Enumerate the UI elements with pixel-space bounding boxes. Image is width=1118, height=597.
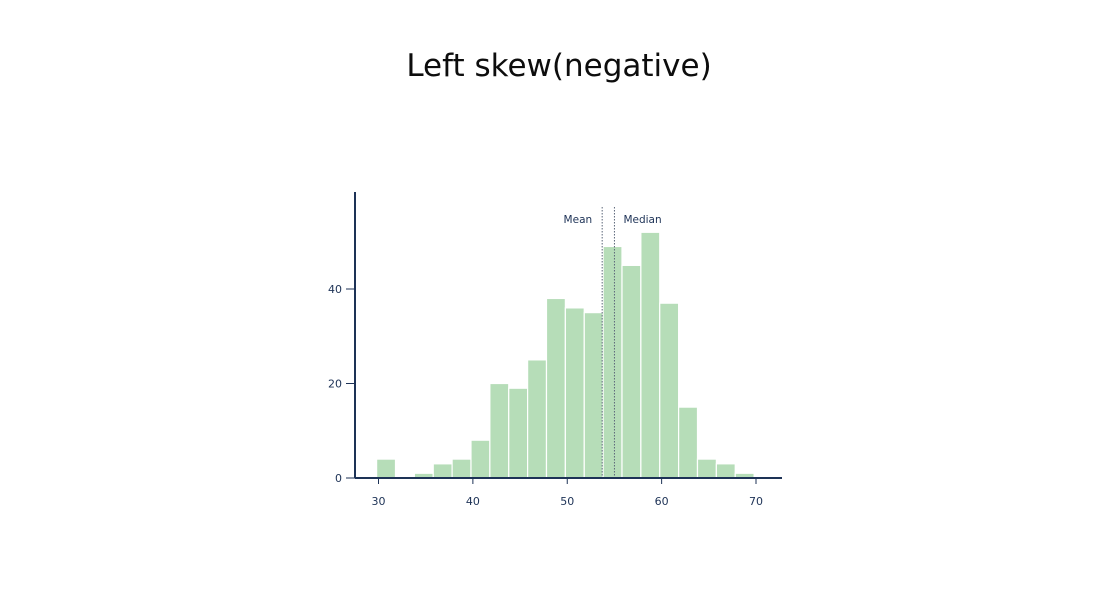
histogram-bar <box>715 463 736 479</box>
x-tick-label: 40 <box>466 495 480 508</box>
histogram-bar <box>508 387 529 479</box>
histogram-bar <box>678 406 699 479</box>
histogram-bar <box>583 312 604 479</box>
mean-label: Mean <box>564 214 593 226</box>
histogram-bar <box>545 297 566 479</box>
histogram-bar <box>376 458 397 479</box>
histogram-bar <box>432 463 453 479</box>
reference-lines-group: Mean Median <box>564 207 662 478</box>
page-title: Left skew(negative) <box>406 48 712 84</box>
x-tick-label: 70 <box>749 495 763 508</box>
histogram-bar <box>696 458 717 479</box>
x-tick-label: 60 <box>655 495 669 508</box>
histogram-bar <box>489 382 510 479</box>
histogram-bar <box>451 458 472 479</box>
histogram-bar <box>659 302 680 479</box>
y-tick-label: 40 <box>328 283 342 296</box>
histogram-bar <box>602 245 623 479</box>
x-tick-label: 50 <box>560 495 574 508</box>
x-tick-label: 30 <box>372 495 386 508</box>
histogram-bar <box>470 439 491 479</box>
axes-group: 30 40 50 60 70 0 20 40 <box>328 192 782 508</box>
histogram-bar <box>527 359 548 479</box>
histogram-bar <box>640 231 661 479</box>
histogram-bar <box>564 307 585 479</box>
median-label: Median <box>623 214 661 226</box>
y-tick-label: 20 <box>328 378 342 391</box>
bars-group <box>376 231 755 479</box>
histogram-bar <box>621 264 642 479</box>
y-tick-label: 0 <box>335 472 342 485</box>
